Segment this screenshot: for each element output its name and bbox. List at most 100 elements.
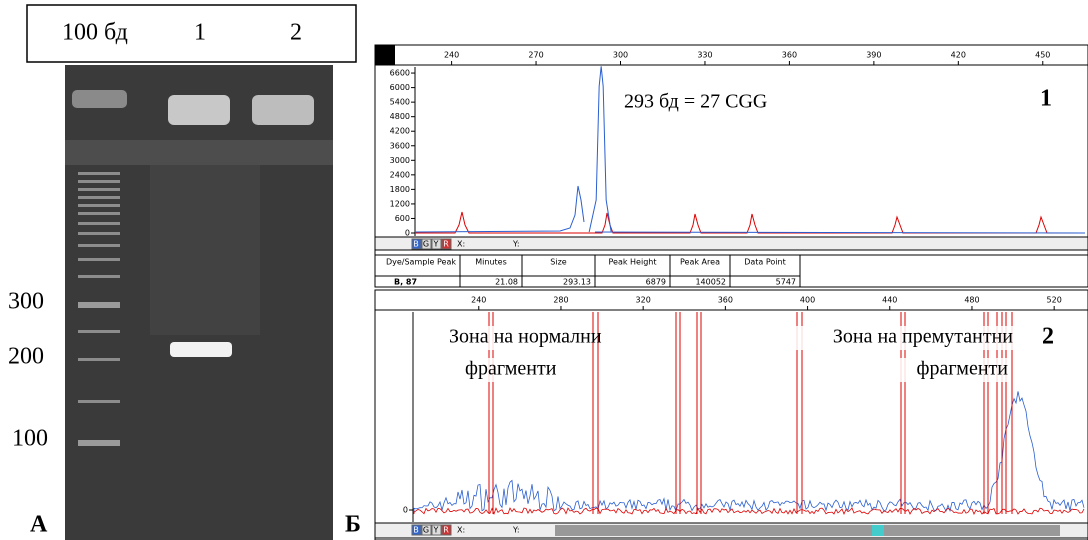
annotation: Зона на премутантни [833,326,1013,348]
toolbar-label: B [413,526,419,535]
table-cell: 5747 [776,278,796,287]
ladder-band [78,172,120,175]
toolbar-label: X: [457,240,465,249]
ladder-band [78,188,120,191]
gel-label: 100 бд [62,20,128,46]
ladder-band [78,204,120,207]
y-tick-label: 0 [403,506,408,515]
y-tick-label: 1200 [390,199,410,208]
ladder-band [78,232,120,235]
toolbar-label: B [413,240,419,249]
x-tick-label: 240 [444,51,459,60]
ladder-band [78,222,120,225]
y-tick-label: 4800 [390,112,410,121]
toolbar-label: Y: [512,240,520,249]
gel-band [170,342,232,357]
panel-number: 1 [1040,86,1052,112]
x-tick-label: 450 [1035,51,1050,60]
dye-button [441,524,452,536]
gel-header-box [26,4,357,63]
x-tick-label: 330 [697,51,712,60]
toolbar [374,236,1088,251]
x-tick-label: 270 [528,51,543,60]
annotation-bg [463,358,585,382]
annotation: фрагменти [917,358,1009,380]
zoom-icon[interactable] [375,45,395,65]
toolbar-label: X: [457,526,465,535]
well-2 [252,95,314,125]
table-header: Size [550,258,567,267]
ladder-band [78,212,120,215]
panel-1-content: 240 270 300 330 360 390 420 450 0 600 1200 1800 2400… [375,51,1052,287]
table-cell: 21.08 [495,278,518,287]
dye-button [431,238,442,250]
marker-label: 200 [8,344,44,370]
x-tick-label: 280 [553,296,568,305]
y-tick-label: 6600 [390,69,410,78]
x-tick-label: 360 [782,51,797,60]
x-tick-label: 520 [1047,296,1062,305]
annotation: фрагменти [465,358,557,380]
standard-trace [413,507,1085,516]
y-tick-label: 3600 [390,141,410,150]
table-header: Minutes [475,258,507,267]
y-tick-label: 1800 [390,185,410,194]
ladder-band [78,244,120,247]
ladder-band [78,258,120,261]
x-tick-label: 400 [800,296,815,305]
dye-button [411,524,422,536]
smear [150,165,260,335]
marker-label: 100 [12,426,48,452]
y-tick-label: 5400 [390,98,410,107]
marker-label: 300 [8,289,44,315]
x-tick-label: 240 [471,296,486,305]
ladder-band [78,196,120,199]
table-cell: 6879 [646,278,666,287]
panel-number: 2 [1042,324,1054,350]
x-tick-label: 320 [636,296,651,305]
toolbar-label: G [423,526,429,535]
y-tick-label: 6000 [390,83,410,92]
y-tick-label: 600 [395,214,410,223]
scroll-thumb[interactable] [872,525,884,536]
dye-button [411,238,422,250]
annotation-bg [888,358,1010,382]
ladder [78,172,120,446]
ladder-band [78,440,120,446]
x-tick-label: 480 [964,296,979,305]
dye-button [421,238,432,250]
ladder-band [78,180,120,183]
ladder-band [78,358,120,361]
table-cell: 293.13 [563,278,591,287]
ladder-band [78,302,120,308]
well-ladder [72,90,127,108]
table-header: Data Point [744,258,786,267]
x-tick-label: 440 [882,296,897,305]
x-tick-label: 300 [613,51,628,60]
annotation: 293 бд = 27 CGG [624,91,767,113]
toolbar-label: R [443,240,449,249]
well-1 [168,95,230,125]
x-tick-label: 390 [866,51,881,60]
trace-shoulder [414,185,585,233]
x-tick-label: 420 [951,51,966,60]
toolbar-label: R [443,526,449,535]
annotation-bg [447,326,569,350]
dye-button [421,524,432,536]
annotation-bg [773,326,1015,350]
trace-baseline [594,231,1086,234]
dye-button [441,238,452,250]
main-peak [588,66,612,233]
y-tick-label: 3000 [390,156,410,165]
toolbar-label: G [423,240,429,249]
y-tick-label: 4200 [390,127,410,136]
annotation: Зона на нормални [449,326,602,348]
scrollbar[interactable] [555,525,1060,536]
toolbar-label: Y: [512,526,520,535]
ladder-band [78,330,120,333]
table-cell: B, 87 [394,278,417,287]
gel-front [65,140,333,165]
ladder-band [78,275,120,278]
y-tick-label: 2400 [390,170,410,179]
